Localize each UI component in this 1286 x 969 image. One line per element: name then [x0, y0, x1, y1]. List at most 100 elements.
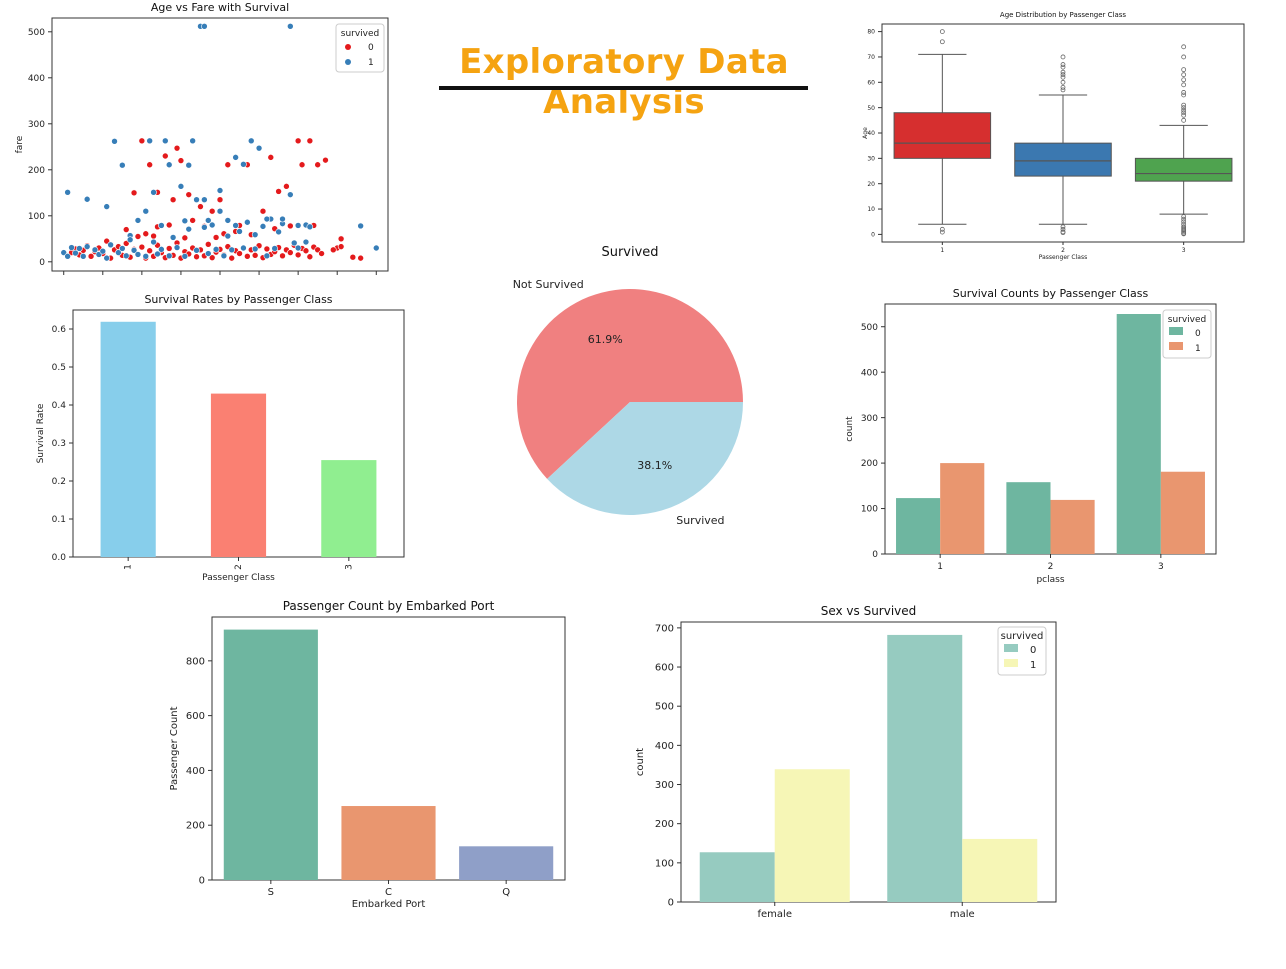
y-tick-label: 400 — [861, 368, 878, 378]
scatter-point-1 — [372, 244, 380, 252]
embarked-chart: 0 200 400 600 800 Passenger Count by Embarked… — [160, 595, 580, 915]
x-tick-label: 60 — [285, 279, 300, 280]
chart-title: Survival Rates by Passenger Class — [144, 293, 332, 306]
scatter-point-0 — [283, 183, 290, 190]
x-tick-label: 70 — [324, 279, 339, 280]
bar-female-survived-1 — [774, 769, 850, 902]
scatter-point-1 — [64, 189, 71, 196]
scatter-point-0 — [275, 188, 282, 195]
scatter-chart: 0 100 200 300 400 500 Age vs Fare with Surviva… — [0, 0, 400, 293]
scatter-point-1 — [158, 246, 165, 253]
scatter-point-0 — [216, 196, 224, 203]
bar-class-1 — [100, 321, 156, 557]
scatter-point-1 — [263, 252, 271, 260]
y-tick-label: 0 — [872, 550, 878, 560]
outlier-point — [1181, 117, 1187, 123]
scatter-point-1 — [287, 22, 294, 30]
x-tick-label: 40 — [207, 279, 222, 280]
scatter-point-1 — [224, 217, 232, 224]
outlier-point — [1060, 74, 1066, 80]
scatter-point-0 — [130, 189, 138, 197]
legend-label: 0 — [1030, 645, 1036, 656]
y-axis-label: count — [635, 748, 646, 776]
scatter-point-0 — [165, 245, 173, 252]
scatter-point-1 — [228, 246, 236, 254]
outlier-point — [1181, 221, 1187, 227]
y-tick-label: 20 — [867, 181, 875, 188]
x-tick-label: 2 — [1048, 562, 1054, 572]
y-tick-label: 0.2 — [52, 477, 66, 487]
scatter-point-1 — [162, 137, 169, 145]
outlier-point — [1060, 84, 1066, 90]
y-tick-label: 0.3 — [52, 439, 66, 449]
y-tick-label: 200 — [186, 821, 205, 832]
scatter-point-1 — [216, 187, 224, 194]
outlier-point — [1181, 54, 1187, 60]
scatter-point-1 — [126, 236, 134, 244]
y-tick-label: 40 — [867, 130, 875, 137]
x-tick-label: 1 — [124, 564, 134, 570]
scatter-point-0 — [322, 156, 329, 164]
y-tick-label: 400 — [655, 741, 674, 752]
x-axis-label: Embarked Port — [352, 899, 426, 910]
x-tick-label: C — [385, 887, 392, 898]
chart-title: Age Distribution by Passenger Class — [1000, 11, 1126, 19]
scatter-point-0 — [212, 234, 220, 241]
pie-chart-svg: Survived 61.9% Not Survived 38.1% Survived — [513, 245, 743, 527]
y-tick-label: 200 — [28, 166, 45, 176]
y-tick-label: 300 — [28, 120, 45, 130]
scatter-point-1 — [294, 222, 302, 229]
outlier-point — [1060, 79, 1066, 85]
pie-pct-label: 61.9% — [588, 333, 623, 346]
x-tick-label: 3 — [1158, 562, 1164, 572]
outlier-point — [1060, 72, 1066, 78]
scatter-point-1 — [247, 137, 255, 145]
scatter-point-1 — [150, 189, 157, 196]
legend-label: 1 — [368, 58, 374, 68]
scatter-point-1 — [306, 223, 314, 231]
pie-slice-label: Survived — [676, 514, 724, 527]
scatter-point-1 — [216, 207, 224, 215]
x-axis-label: pclass — [1036, 575, 1064, 585]
y-tick-label: 0 — [871, 231, 875, 238]
scatter-point-1 — [165, 161, 173, 169]
scatter-point-1 — [255, 144, 263, 152]
outlier-point — [1181, 77, 1187, 83]
chart-title: Passenger Count by Embarked Port — [283, 599, 495, 613]
scatter-point-1 — [290, 239, 298, 247]
scatter-point-1 — [64, 252, 71, 260]
y-tick-label: 60 — [867, 79, 875, 86]
outlier-point — [1181, 102, 1187, 108]
y-tick-label: 70 — [867, 54, 875, 61]
y-tick-label: 400 — [28, 74, 45, 84]
y-axis-label: Passenger Count — [169, 706, 180, 790]
pie-slice-not-survived — [517, 289, 743, 479]
scatter-point-0 — [263, 245, 271, 253]
scatter-point-0 — [189, 217, 196, 224]
x-tick-label: 3 — [344, 564, 354, 570]
outlier-point — [1060, 229, 1066, 235]
bar-port-C — [341, 806, 436, 880]
y-tick-label: 500 — [861, 323, 878, 333]
y-tick-label: 400 — [186, 766, 205, 777]
scatter-point-0 — [294, 137, 302, 145]
chart-title: Survival Counts by Passenger Class — [953, 287, 1149, 300]
outlier-point — [939, 226, 945, 232]
y-tick-label: 500 — [28, 28, 45, 38]
bar-2-survived-0 — [1006, 482, 1051, 554]
scatter-point-0 — [294, 251, 302, 259]
scatter-point-1 — [154, 250, 161, 258]
scatter-point-1 — [68, 244, 75, 251]
legend-marker — [345, 59, 351, 65]
scatter-point-1 — [189, 137, 196, 145]
scatter-point-0 — [165, 221, 173, 229]
outlier-point — [939, 29, 945, 35]
scatter-point-1 — [201, 196, 208, 203]
chart-title: Survived — [601, 245, 658, 260]
boxplot-chart-svg: 0 10 20 30 40 50 60 70 80 Age Distribution by Pas… — [862, 11, 1245, 261]
bar-class-2 — [210, 393, 267, 557]
y-tick-label: 0.1 — [52, 515, 66, 525]
scatter-point-0 — [185, 191, 193, 198]
outlier-point — [1181, 224, 1187, 230]
scatter-point-1 — [134, 251, 142, 258]
